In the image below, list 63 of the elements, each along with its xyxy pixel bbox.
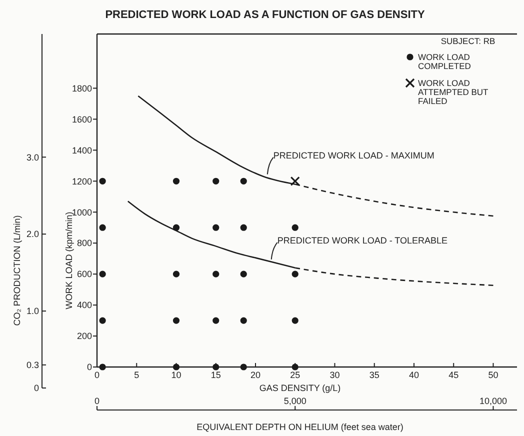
x-tick-label: 10 (171, 370, 182, 380)
x-tick-label: 0 (94, 370, 100, 380)
point (212, 178, 220, 184)
annotation: PREDICTED WORK LOAD - MAXIMUM (273, 150, 434, 160)
point (99, 270, 106, 278)
legend-label: WORK LOAD COMPLETED (418, 52, 471, 71)
y-tick-label: 1800 (72, 83, 92, 94)
y3-tick-label: 1.0 (26, 306, 39, 316)
point (240, 178, 247, 184)
x2-axis-title: EQUIVALENT DEPTH ON HELIUM (feet sea water) (196, 422, 404, 432)
y-tick-label: 600 (76, 269, 92, 280)
y-tick-label: 0 (86, 362, 92, 372)
point (290, 176, 300, 186)
x-tick-label: 20 (250, 370, 260, 380)
point (292, 224, 298, 231)
x-axis-title: GAS DENSITY (g/L) (259, 383, 341, 393)
x2-tick-label: 0 (94, 396, 100, 406)
point (172, 317, 180, 324)
y3-tick-label: 0 (34, 383, 39, 394)
point (99, 317, 106, 324)
x2-tick-label: 5,000 (284, 396, 306, 406)
y3-tick-label: 3.0 (26, 152, 39, 162)
x-tick-label: 50 (488, 370, 498, 380)
point (172, 178, 180, 184)
point (99, 178, 106, 184)
chart-title: PREDICTED WORK LOAD AS A FUNCTION OF GAS DENSITY (105, 9, 426, 21)
y-tick-label: 400 (76, 300, 92, 310)
x2-tick-label: 10,000 (479, 396, 507, 406)
legend-title: SUBJECT: RB (440, 36, 496, 46)
x-tick-label: 15 (210, 370, 221, 380)
x-tick-label: 5 (134, 370, 140, 380)
y-tick-label: 1200 (72, 176, 92, 186)
point (292, 317, 298, 324)
y-axis-title: WORK LOAD (kpm/min) (64, 212, 74, 310)
point (292, 270, 298, 278)
point (292, 364, 298, 370)
y-tick-label: 1400 (72, 145, 92, 156)
point (240, 364, 247, 370)
y-tick-label: 1600 (72, 114, 92, 124)
point (212, 317, 220, 324)
y3-tick-label: 0.3 (26, 360, 39, 370)
y3-tick-label: 2.0 (26, 229, 39, 240)
point (212, 270, 220, 278)
x-tick-label: 30 (330, 370, 340, 380)
x-tick-label: 25 (290, 370, 300, 380)
y3-axis-title: CO₂ PRODUCTION (L/min) (12, 215, 22, 326)
annotation: PREDICTED WORK LOAD - TOLERABLE (277, 235, 448, 246)
legend-label: WORK LOAD ATTEMPTED BUT FAILED (418, 78, 488, 106)
point (240, 224, 247, 231)
y-tick-label: 800 (76, 238, 92, 248)
point (99, 224, 106, 231)
point (212, 224, 220, 231)
point (172, 270, 180, 278)
x-tick-label: 35 (369, 370, 380, 380)
point (240, 270, 247, 278)
point (240, 317, 247, 324)
point (172, 364, 180, 370)
x-tick-label: 40 (408, 370, 419, 380)
y-tick-label: 200 (76, 331, 92, 342)
point (212, 364, 220, 370)
y-tick-label: 1000 (72, 207, 92, 218)
x-tick-label: 45 (448, 370, 459, 380)
point (99, 364, 106, 370)
